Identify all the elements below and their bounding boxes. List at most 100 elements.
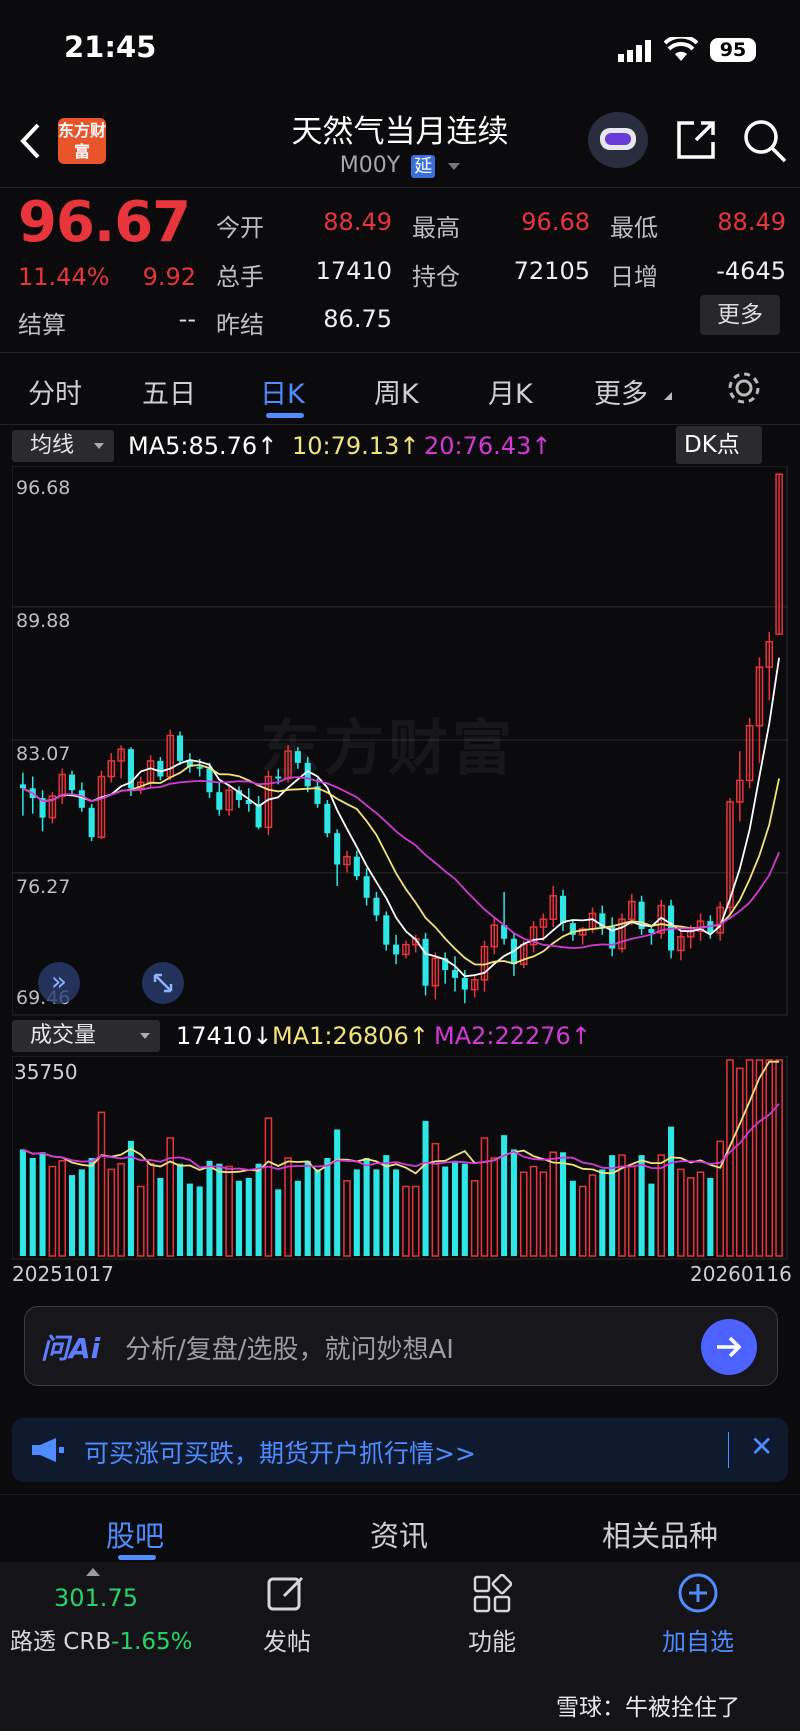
candle-body bbox=[314, 786, 321, 804]
tab-more[interactable]: 更多 bbox=[594, 379, 648, 410]
add-watchlist-label[interactable]: 加自选 bbox=[662, 1628, 734, 1656]
candle-body bbox=[638, 901, 645, 929]
volume-bar bbox=[510, 1149, 517, 1256]
fullscreen-icon[interactable] bbox=[142, 962, 184, 1004]
candle-body bbox=[648, 928, 655, 933]
volume-chart[interactable] bbox=[12, 1056, 788, 1260]
volume-indicator-selector[interactable]: 成交量 bbox=[12, 1020, 160, 1052]
volume-bar bbox=[451, 1160, 459, 1256]
candle-body bbox=[618, 918, 626, 950]
post-label[interactable]: 发帖 bbox=[263, 1628, 311, 1656]
volume-bar bbox=[166, 1137, 175, 1257]
dk-point-button[interactable]: DK点 bbox=[676, 426, 762, 464]
candle-body bbox=[529, 926, 538, 946]
add-watchlist-icon[interactable] bbox=[677, 1572, 719, 1614]
candle-body bbox=[353, 856, 360, 877]
volume-bar bbox=[411, 1185, 420, 1257]
volume-bar bbox=[588, 1174, 597, 1257]
candle-body bbox=[343, 855, 351, 866]
volume-bar bbox=[578, 1185, 587, 1257]
instrument-code: M00Y bbox=[339, 153, 401, 178]
candle-body bbox=[383, 915, 390, 945]
ticker-row[interactable]: 路透 CRB-1.65% bbox=[10, 1622, 193, 1656]
candle-body bbox=[726, 801, 734, 909]
candle-body bbox=[677, 936, 685, 952]
close-icon[interactable]: ✕ bbox=[750, 1430, 774, 1463]
app-logo: 东方财富 bbox=[58, 118, 106, 164]
battery-indicator: 95 bbox=[710, 38, 756, 62]
high-label: 最高 bbox=[412, 214, 460, 242]
volume-bar bbox=[334, 1129, 341, 1256]
candle-body bbox=[324, 803, 331, 834]
volume-bar bbox=[490, 1157, 499, 1257]
volume-bar bbox=[559, 1152, 567, 1256]
volume-bar bbox=[686, 1177, 695, 1257]
candle-body bbox=[88, 807, 95, 838]
grid-function-icon[interactable] bbox=[472, 1574, 512, 1614]
tab-monthly-k[interactable]: 月K bbox=[488, 379, 533, 410]
tab-related[interactable]: 相关品种 bbox=[602, 1519, 719, 1553]
candle-body bbox=[39, 798, 46, 818]
open-interest-value: 72105 bbox=[513, 257, 590, 285]
ai-search-box[interactable]: 问Ai 分析/复盘/选股，就问妙想AI bbox=[24, 1306, 778, 1386]
delay-badge: 延 bbox=[411, 155, 436, 178]
volume-bar bbox=[107, 1168, 116, 1257]
search-icon[interactable] bbox=[742, 118, 788, 164]
volume-bar bbox=[668, 1126, 675, 1256]
last-price: 96.67 bbox=[18, 190, 191, 255]
tab-forum[interactable]: 股吧 bbox=[106, 1519, 165, 1553]
tab-news[interactable]: 资讯 bbox=[370, 1519, 429, 1553]
oi-change-label: 日增 bbox=[610, 263, 658, 291]
volume-bar bbox=[618, 1154, 626, 1257]
robot-avatar-icon[interactable] bbox=[588, 112, 648, 168]
signal-icon bbox=[618, 40, 651, 62]
ticker-expand-icon[interactable] bbox=[86, 1568, 100, 1576]
ai-submit-button[interactable] bbox=[701, 1319, 757, 1375]
candle-body bbox=[97, 775, 106, 838]
function-label[interactable]: 功能 bbox=[468, 1628, 516, 1656]
settings-gear-icon[interactable] bbox=[726, 370, 762, 406]
candle-body bbox=[451, 970, 459, 978]
candle-body bbox=[58, 773, 66, 797]
volume-ma1-line bbox=[22, 1060, 780, 1175]
candle-body bbox=[490, 924, 499, 948]
tab-daily-k[interactable]: 日K bbox=[260, 379, 305, 410]
tab-weekly-k[interactable]: 周K bbox=[374, 379, 419, 410]
oi-change-value: -4645 bbox=[716, 257, 786, 285]
instrument-code-row[interactable]: M00Y 延 bbox=[0, 152, 800, 178]
volume-bar bbox=[117, 1162, 125, 1257]
promo-banner[interactable]: 可买涨可买跌，期货开户抓行情>> ✕ bbox=[12, 1418, 788, 1482]
tab-five-day[interactable]: 五日 bbox=[142, 379, 196, 410]
ma5-value: MA5:85.76↑ bbox=[128, 432, 278, 460]
share-icon[interactable] bbox=[674, 118, 718, 162]
volume-bar bbox=[136, 1185, 145, 1257]
volume-bar bbox=[58, 1160, 66, 1257]
volume-bar bbox=[186, 1183, 193, 1256]
volume-bar bbox=[461, 1163, 468, 1256]
volume-bar bbox=[19, 1149, 26, 1256]
candle-body bbox=[225, 789, 233, 811]
edit-post-icon[interactable] bbox=[266, 1572, 308, 1614]
sub-tab-indicator bbox=[118, 1555, 156, 1560]
candle-body bbox=[599, 913, 606, 928]
volume-bar bbox=[677, 1168, 685, 1257]
volume-bar bbox=[284, 1157, 292, 1257]
tab-intraday[interactable]: 分时 bbox=[28, 379, 82, 410]
x-start-date: 20251017 bbox=[12, 1262, 114, 1286]
indicator-selector[interactable]: 均线 bbox=[12, 430, 114, 462]
candle-body bbox=[107, 760, 116, 778]
settle-label: 结算 bbox=[18, 311, 66, 339]
back-icon[interactable] bbox=[18, 122, 44, 160]
expand-right-icon[interactable]: » bbox=[38, 962, 80, 1004]
volume-bar bbox=[442, 1166, 449, 1256]
candle-body bbox=[48, 795, 57, 819]
more-quote-button[interactable]: 更多 bbox=[700, 295, 780, 335]
volume-bar bbox=[39, 1152, 46, 1256]
more-tab-arrow-icon bbox=[664, 392, 672, 400]
ticker-value: 301.75 bbox=[54, 1584, 138, 1612]
ticker-change: -1.65% bbox=[111, 1629, 193, 1655]
active-tab-indicator bbox=[266, 413, 304, 418]
volume-bar bbox=[402, 1185, 410, 1257]
low-value: 88.49 bbox=[717, 208, 786, 236]
candle-body bbox=[559, 895, 567, 924]
